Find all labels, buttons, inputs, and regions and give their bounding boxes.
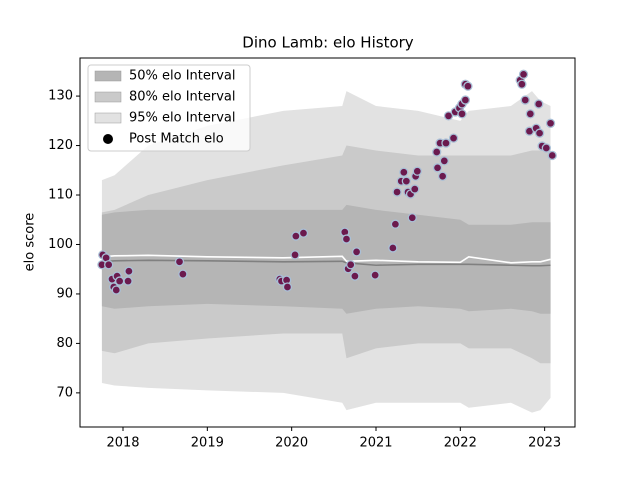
- data-point: [291, 231, 301, 241]
- y-axis-label: elo score: [23, 213, 38, 272]
- legend-marker: [103, 134, 113, 144]
- legend-swatch: [94, 70, 122, 82]
- data-point: [545, 118, 556, 128]
- data-point: [399, 167, 409, 177]
- data-point: [341, 234, 352, 244]
- x-tick-label: 2019: [191, 436, 224, 451]
- legend-swatch: [94, 91, 122, 103]
- data-point: [439, 156, 449, 166]
- data-point: [541, 143, 551, 153]
- data-point: [547, 150, 557, 161]
- legend-box: [87, 64, 251, 152]
- x-tick-label: 2018: [106, 436, 139, 451]
- data-point: [401, 176, 411, 186]
- data-point: [534, 99, 544, 109]
- data-point: [443, 111, 454, 121]
- interval-band: [101, 204, 551, 314]
- data-point: [124, 266, 134, 276]
- data-point: [432, 163, 443, 173]
- data-point: [346, 260, 356, 270]
- data-point: [390, 219, 401, 229]
- data-point: [178, 269, 188, 279]
- data-point: [104, 260, 114, 270]
- data-point: [517, 79, 527, 89]
- trend-line: [101, 259, 551, 267]
- x-tick-label: 2023: [528, 436, 561, 451]
- data-point: [174, 257, 185, 267]
- legend-label: 95% elo Interval: [129, 111, 236, 126]
- data-point: [534, 128, 545, 138]
- data-point: [350, 271, 360, 281]
- data-point: [463, 81, 473, 91]
- data-point: [351, 247, 362, 257]
- y-tick-label: 80: [56, 336, 73, 351]
- data-point: [457, 109, 467, 119]
- data-point: [123, 276, 133, 286]
- y-tick-label: 110: [48, 188, 73, 203]
- chart-title: Dino Lamb: elo History: [242, 34, 414, 52]
- data-point: [412, 166, 422, 176]
- y-tick-label: 130: [48, 89, 73, 104]
- data-point: [520, 95, 530, 105]
- data-point: [410, 184, 420, 194]
- data-point: [392, 187, 402, 197]
- axes-frame: [79, 57, 576, 428]
- data-point: [407, 213, 417, 223]
- data-point: [282, 282, 293, 292]
- legend-label: 50% elo Interval: [129, 69, 236, 84]
- legend-label: Post Match elo: [129, 132, 224, 147]
- data-point: [432, 147, 442, 157]
- data-point: [460, 95, 471, 105]
- legend-label: 80% elo Interval: [129, 90, 236, 105]
- y-tick-label: 100: [48, 237, 73, 252]
- x-tick-label: 2020: [275, 436, 308, 451]
- data-point: [388, 243, 398, 253]
- data-point: [441, 138, 451, 148]
- data-point: [437, 171, 448, 181]
- data-point: [370, 270, 380, 280]
- data-point: [448, 133, 459, 143]
- x-tick-label: 2022: [444, 436, 477, 451]
- data-point: [525, 109, 535, 119]
- y-tick-label: 70: [56, 385, 73, 400]
- data-point: [290, 250, 300, 260]
- y-tick-label: 90: [56, 286, 73, 301]
- data-point: [518, 69, 529, 79]
- trend-line: [101, 254, 551, 264]
- data-point: [111, 285, 121, 295]
- data-point: [298, 228, 309, 238]
- y-tick-label: 120: [48, 138, 73, 153]
- data-point: [114, 276, 125, 286]
- legend-swatch: [94, 112, 122, 124]
- x-tick-label: 2021: [359, 436, 392, 451]
